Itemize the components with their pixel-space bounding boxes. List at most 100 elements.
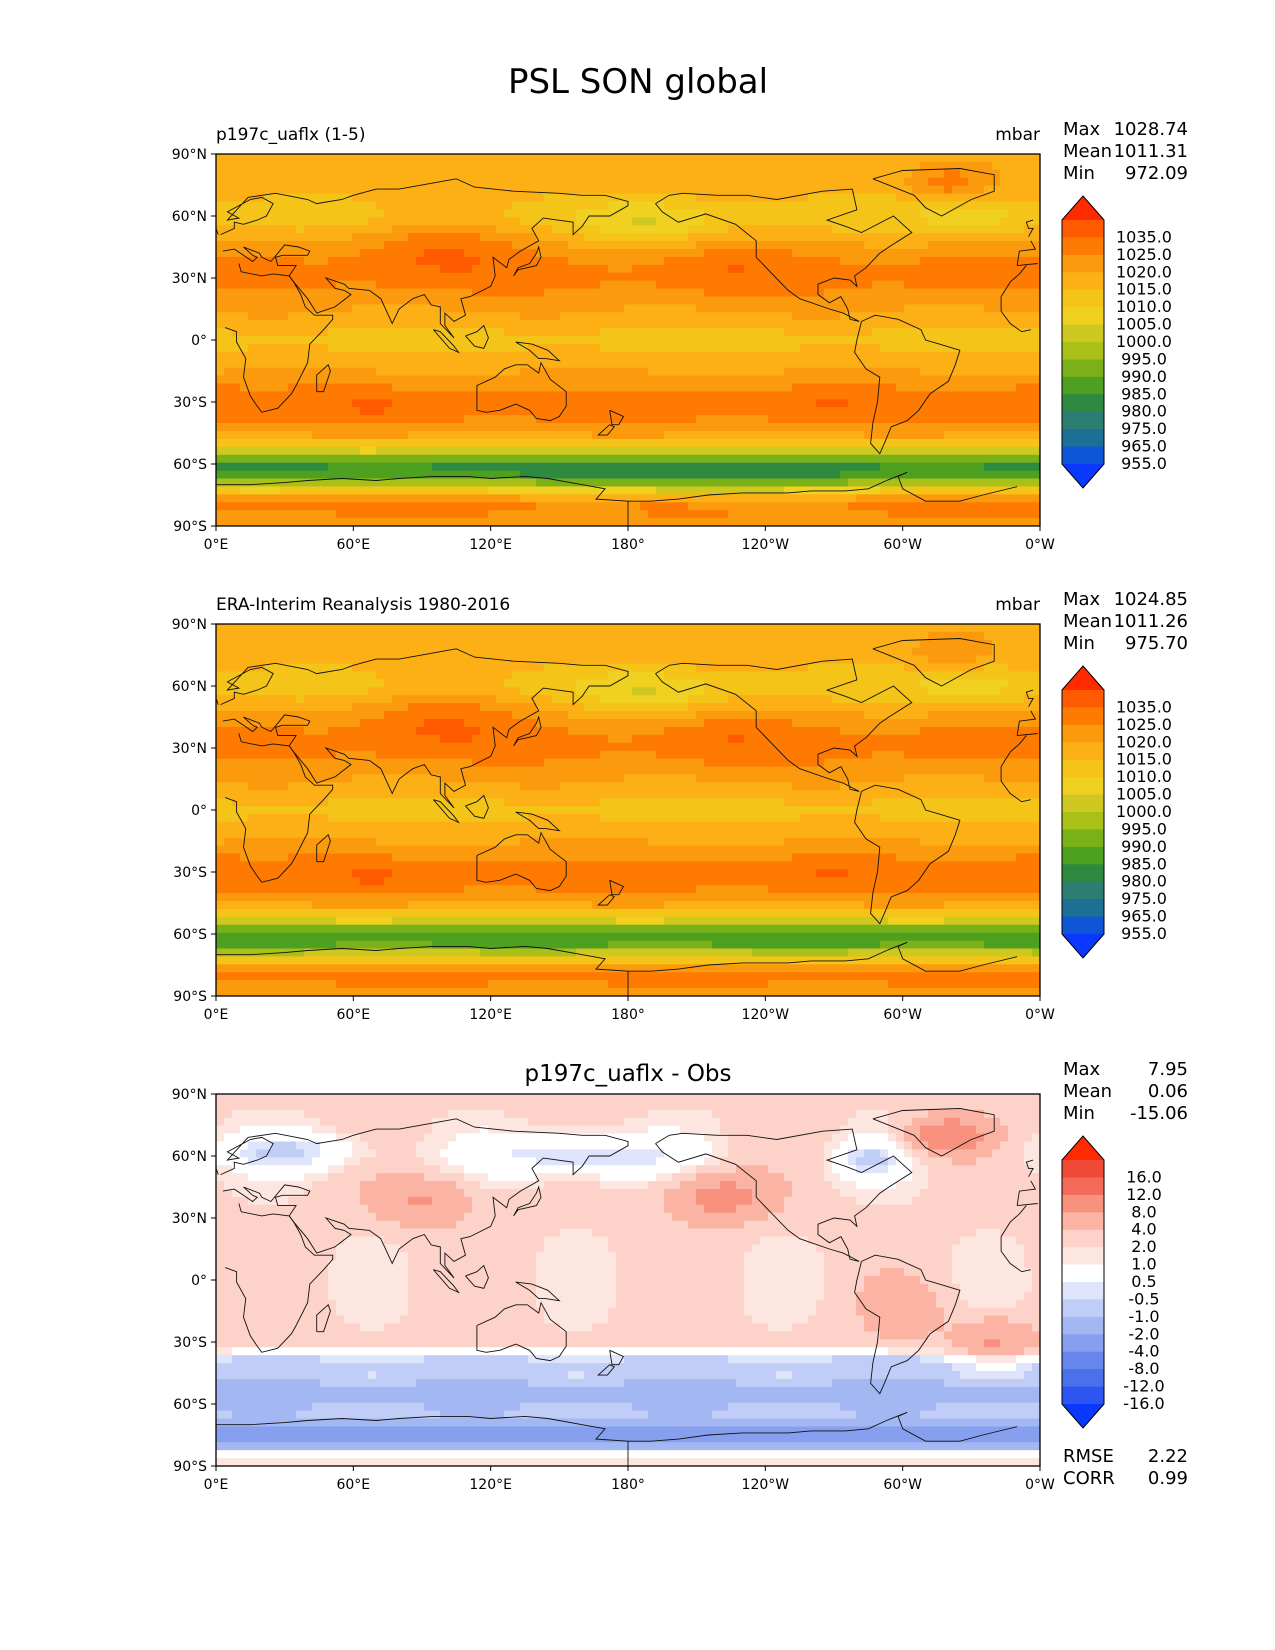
colorbar-outline xyxy=(1061,1135,1105,1429)
colorbar-tick-label: 990.0 xyxy=(1121,367,1167,386)
stat-max-label: Max xyxy=(1063,1059,1101,1080)
lat-tick-label: 90°S xyxy=(173,989,207,1005)
colorbar: 1035.01025.01020.01015.01010.01005.01000… xyxy=(1061,665,1172,959)
stat-mean-label: Mean xyxy=(1063,141,1112,162)
stat-mean-value: 0.06 xyxy=(1148,1081,1188,1102)
stat-min-label: Min xyxy=(1063,1103,1095,1124)
colorbar-tick-label: -4.0 xyxy=(1128,1342,1159,1361)
lat-tick-label: 90°S xyxy=(173,1459,207,1475)
colorbar-tick-label: 1020.0 xyxy=(1116,262,1172,281)
lat-tick-label: 30°N xyxy=(172,271,207,287)
colorbar-segment xyxy=(1062,916,1104,935)
coastlines xyxy=(216,1108,1038,1466)
colorbar-tick-label: 995.0 xyxy=(1121,349,1167,368)
panel-units: mbar xyxy=(995,125,1040,145)
map-area: 90°N 60°N 30°N 0° 30°S 60°S 90°S 0°E 60°E 120°E 18… xyxy=(172,1087,1055,1493)
colorbar-tick-label: 1010.0 xyxy=(1116,767,1172,786)
colorbar-segment xyxy=(1062,376,1104,395)
lon-tick-label: 120°E xyxy=(469,1007,512,1023)
colorbar-tick-label: 975.0 xyxy=(1121,889,1167,908)
colorbar-segment xyxy=(1062,307,1104,326)
colorbar-segment xyxy=(1062,899,1104,918)
corr-value: 0.99 xyxy=(1148,1468,1188,1489)
colorbar-extend-max xyxy=(1062,196,1104,220)
lon-tick-label: 180° xyxy=(611,1007,645,1023)
lon-tick-label: 0°E xyxy=(204,1007,229,1023)
colorbar-tick-label: 16.0 xyxy=(1126,1167,1162,1186)
rmse-value: 2.22 xyxy=(1148,1446,1188,1467)
stat-min-value: 975.70 xyxy=(1125,633,1188,654)
colorbar: 16.012.08.04.02.01.00.5-0.5-1.0-2.0-4.0-… xyxy=(1061,1135,1165,1429)
panel-units: mbar xyxy=(995,595,1040,615)
colorbar-extend-max xyxy=(1062,1136,1104,1160)
lon-tick-label: 120°W xyxy=(742,1477,790,1493)
stat-mean-label: Mean xyxy=(1063,1081,1112,1102)
colorbar-tick-label: 965.0 xyxy=(1121,437,1167,456)
panel-reference: ERA-Interim Reanalysis 1980-2016 mbar Ma… xyxy=(172,589,1188,1023)
stat-min-label: Min xyxy=(1063,633,1095,654)
colorbar-extend-max xyxy=(1062,666,1104,690)
colorbar-tick-label: 965.0 xyxy=(1121,907,1167,926)
colorbar-segment xyxy=(1062,1386,1104,1405)
colorbar-segment xyxy=(1062,1194,1104,1213)
lon-tick-label: 60°W xyxy=(883,537,922,553)
colorbar-segment xyxy=(1062,1369,1104,1388)
stat-mean-value: 1011.31 xyxy=(1114,141,1188,162)
colorbar-tick-label: 990.0 xyxy=(1121,837,1167,856)
colorbar-segment xyxy=(1062,864,1104,883)
lon-tick-label: 0°W xyxy=(1025,1007,1055,1023)
colorbar-segment xyxy=(1062,829,1104,848)
rmse-label: RMSE xyxy=(1063,1446,1114,1467)
colorbar-segment xyxy=(1062,446,1104,465)
colorbar-segment xyxy=(1062,724,1104,743)
colorbar-segment xyxy=(1062,1282,1104,1300)
colorbar-tick-label: 1025.0 xyxy=(1116,245,1172,264)
lat-tick-label: 60°N xyxy=(172,679,207,695)
colorbar-segment xyxy=(1062,794,1104,813)
lat-tick-label: 0° xyxy=(191,1273,207,1289)
colorbar-tick-label: 1005.0 xyxy=(1116,785,1172,804)
colorbar-tick-label: 955.0 xyxy=(1121,454,1167,473)
colorbar-extend-min xyxy=(1062,934,1104,958)
colorbar-segment xyxy=(1062,272,1104,291)
stats-block: Max 7.95 Mean 0.06 Min -15.06 xyxy=(1063,1059,1188,1124)
panel-test: p197c_uaflx (1-5) mbar Max 1028.74 Mean … xyxy=(172,119,1188,553)
lat-tick-label: 90°N xyxy=(172,1087,207,1103)
lon-tick-label: 60°W xyxy=(883,1477,922,1493)
colorbar-segment xyxy=(1062,881,1104,900)
colorbar-segment xyxy=(1062,1351,1104,1370)
colorbar-segment xyxy=(1062,1247,1104,1266)
lon-tick-label: 120°E xyxy=(469,537,512,553)
colorbar-tick-label: -8.0 xyxy=(1128,1359,1159,1378)
colorbar-segment xyxy=(1062,1299,1104,1318)
panel-center-title: p197c_uaflx - Obs xyxy=(524,1061,731,1087)
stat-min-label: Min xyxy=(1063,163,1095,184)
lon-tick-label: 120°E xyxy=(469,1477,512,1493)
lat-tick-label: 0° xyxy=(191,803,207,819)
lon-tick-label: 120°W xyxy=(742,1007,790,1023)
colorbar-segment xyxy=(1062,394,1104,413)
colorbar-segment xyxy=(1062,1160,1104,1178)
colorbar-segment xyxy=(1062,1334,1104,1353)
colorbar-segment xyxy=(1062,846,1104,865)
stat-max-label: Max xyxy=(1063,589,1101,610)
stats-block: Max 1024.85 Mean 1011.26 Min 975.70 xyxy=(1063,589,1188,654)
lon-tick-label: 180° xyxy=(611,537,645,553)
colorbar-outline xyxy=(1061,195,1105,489)
contour-field xyxy=(216,624,1040,996)
lon-tick-label: 60°W xyxy=(883,1007,922,1023)
lat-tick-label: 90°N xyxy=(172,617,207,633)
stat-min-value: 972.09 xyxy=(1125,163,1188,184)
colorbar-extend-min xyxy=(1062,1404,1104,1428)
colorbar-tick-label: 985.0 xyxy=(1121,854,1167,873)
colorbar-tick-label: -1.0 xyxy=(1128,1307,1159,1326)
colorbar-segment xyxy=(1062,359,1104,378)
panel-left-title: p197c_uaflx (1-5) xyxy=(216,125,365,145)
panel-left-title: ERA-Interim Reanalysis 1980-2016 xyxy=(216,595,510,615)
lon-tick-label: 120°W xyxy=(742,537,790,553)
lat-tick-label: 0° xyxy=(191,333,207,349)
lat-tick-label: 90°S xyxy=(173,519,207,535)
colorbar-tick-label: 1035.0 xyxy=(1116,697,1172,716)
stat-max-value: 1028.74 xyxy=(1114,119,1188,140)
